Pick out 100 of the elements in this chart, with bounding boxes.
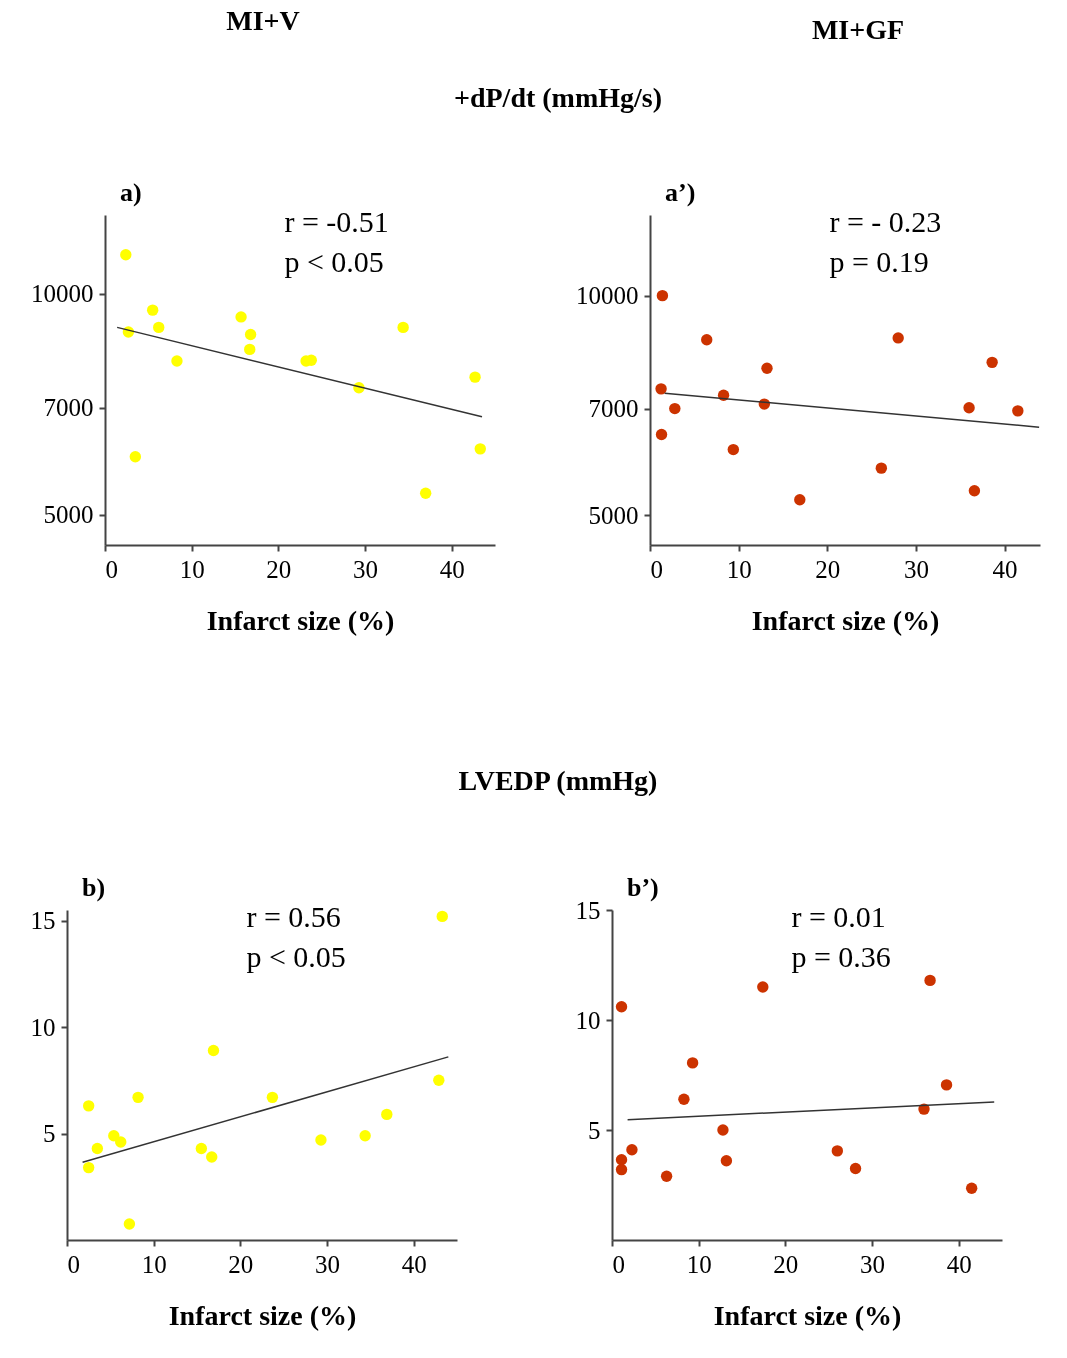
point bbox=[436, 910, 448, 923]
point bbox=[123, 1218, 136, 1230]
point bbox=[757, 981, 769, 993]
x-axis-title: Infarct size (%) bbox=[168, 1299, 357, 1331]
point bbox=[655, 428, 668, 441]
point bbox=[129, 451, 142, 463]
annotation: r = 0.01 bbox=[791, 900, 886, 933]
x-axis-title: Infarct size (%) bbox=[713, 1299, 902, 1331]
point bbox=[615, 1163, 628, 1176]
point bbox=[831, 1145, 844, 1157]
x-tick-label: 0 bbox=[650, 555, 663, 583]
annotation: r = 0.56 bbox=[246, 900, 341, 933]
point bbox=[115, 1136, 127, 1148]
point bbox=[656, 289, 669, 302]
chart-subtitle: MI+GF bbox=[811, 14, 905, 46]
point bbox=[615, 1154, 628, 1166]
point bbox=[82, 1100, 95, 1112]
x-tick-label: 10 bbox=[726, 555, 752, 583]
text: LVEDP (mmHg) bbox=[458, 765, 658, 797]
point bbox=[794, 493, 806, 506]
x-tick-label: 20 bbox=[228, 1250, 254, 1278]
point bbox=[727, 443, 740, 456]
text: a) bbox=[120, 178, 142, 207]
point bbox=[965, 1182, 978, 1194]
annotation: p < 0.05 bbox=[284, 245, 384, 278]
y-tick-label: 10 bbox=[30, 1013, 56, 1041]
annotation: r = - 0.23 bbox=[829, 205, 942, 238]
x-tick-label: 30 bbox=[860, 1250, 885, 1278]
point bbox=[474, 443, 486, 455]
point bbox=[146, 304, 159, 316]
point bbox=[717, 1124, 729, 1136]
point bbox=[397, 321, 409, 334]
text: b) bbox=[82, 873, 106, 902]
point bbox=[655, 383, 667, 395]
annotation: p < 0.05 bbox=[246, 940, 346, 973]
point bbox=[315, 1134, 327, 1146]
point bbox=[235, 311, 247, 323]
x-tick-label: 0 bbox=[612, 1250, 625, 1278]
annotation: r = -0.51 bbox=[284, 205, 389, 238]
point bbox=[469, 371, 481, 383]
point bbox=[244, 328, 257, 341]
point bbox=[433, 1074, 445, 1087]
text: a’) bbox=[665, 178, 696, 207]
x-axis-title: Infarct size (%) bbox=[206, 604, 395, 636]
point bbox=[924, 974, 936, 987]
x-tick-label: 20 bbox=[815, 555, 841, 583]
point bbox=[968, 485, 981, 497]
y-tick-label: 10000 bbox=[576, 282, 639, 310]
text: +dP/dt (mmHg/s) bbox=[453, 82, 663, 114]
x-tick-label: 10 bbox=[686, 1250, 712, 1278]
point bbox=[266, 1091, 279, 1104]
point bbox=[940, 1079, 953, 1091]
x-tick-label: 30 bbox=[353, 555, 378, 583]
text: b’) bbox=[627, 873, 659, 902]
point bbox=[1012, 405, 1024, 417]
point bbox=[615, 1001, 628, 1013]
point bbox=[171, 355, 183, 367]
x-tick-label: 20 bbox=[773, 1250, 799, 1278]
point bbox=[91, 1142, 104, 1155]
annotation: p = 0.19 bbox=[829, 245, 929, 278]
x-tick-label: 40 bbox=[401, 1250, 427, 1278]
point bbox=[626, 1144, 638, 1156]
x-tick-label: 10 bbox=[141, 1250, 167, 1278]
y-tick-label: 5 bbox=[43, 1120, 56, 1148]
point bbox=[892, 332, 904, 344]
point bbox=[669, 402, 681, 415]
point bbox=[244, 343, 256, 356]
x-tick-label: 30 bbox=[903, 555, 929, 583]
y-tick-label: 5 bbox=[588, 1116, 601, 1144]
point bbox=[986, 356, 998, 369]
point bbox=[207, 1044, 220, 1057]
point bbox=[359, 1129, 371, 1142]
point bbox=[153, 321, 165, 334]
point bbox=[686, 1057, 699, 1069]
x-tick-label: 30 bbox=[315, 1250, 340, 1278]
x-tick-label: 20 bbox=[266, 555, 292, 583]
point bbox=[720, 1155, 733, 1167]
x-tick-label: 10 bbox=[179, 555, 205, 583]
point bbox=[761, 362, 773, 374]
point bbox=[206, 1151, 218, 1163]
point bbox=[195, 1142, 208, 1155]
point bbox=[678, 1093, 690, 1105]
point bbox=[120, 249, 132, 261]
x-axis-title: Infarct size (%) bbox=[751, 604, 940, 636]
y-tick-label: 10 bbox=[575, 1006, 601, 1034]
x-tick-label: 40 bbox=[992, 555, 1018, 583]
point bbox=[849, 1162, 862, 1175]
point bbox=[381, 1108, 393, 1121]
y-tick-label: 7000 bbox=[588, 395, 639, 423]
point bbox=[875, 462, 888, 474]
point bbox=[701, 334, 713, 346]
y-tick-label: 5000 bbox=[588, 501, 639, 529]
chart-subtitle: MI+V bbox=[226, 5, 300, 37]
point bbox=[419, 487, 432, 500]
x-tick-label: 40 bbox=[439, 555, 465, 583]
y-tick-label: 15 bbox=[575, 896, 601, 924]
y-tick-label: 5000 bbox=[43, 501, 94, 529]
x-tick-label: 0 bbox=[67, 1250, 80, 1278]
point bbox=[660, 1170, 673, 1182]
x-tick-label: 40 bbox=[946, 1250, 972, 1278]
